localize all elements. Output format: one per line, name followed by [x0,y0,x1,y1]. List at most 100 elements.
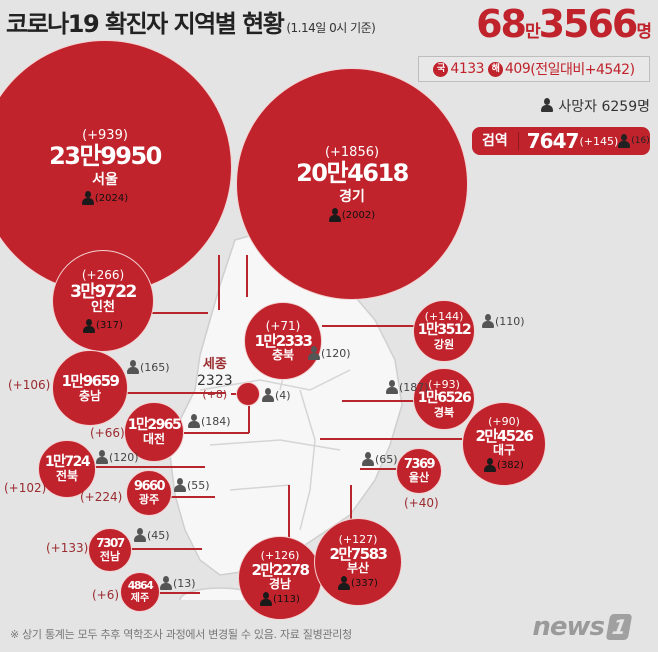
person-icon [541,98,555,114]
region-name: 강원 [433,337,455,351]
title-text: 코로나19 확진자 지역별 현황 [6,10,285,38]
region-increase: (+126) [260,548,300,562]
case-breakdown: 국 4133 해 409 (전일대비+4542) [418,56,650,82]
region-total: 7369 [403,456,436,472]
person-icon [83,318,96,333]
region-name: 부산 [346,561,370,576]
region-deaths-chungbuk: (120) [308,346,351,360]
overseas-badge-icon: 해 [488,61,504,77]
connector-line [150,312,208,314]
region-circle-gyeongnam: (+126) 2만2278 경남 (113) [238,536,322,620]
region-name: 경남 [268,577,292,592]
region-circle-jeonbuk: 1만724 전북 [38,440,96,498]
region-name: 전남 [99,549,121,563]
region-increase-jeonbuk: (+102) [4,481,47,495]
connector-line [95,466,205,468]
total-unit-myeong: 명 [636,22,652,42]
region-total: 1만2965 [127,416,182,433]
page-title: 코로나19 확진자 지역별 현황 (1.14일 0시 기준) [6,4,376,39]
person-icon [618,134,631,148]
connector-line [322,325,415,327]
person-icon [260,592,273,607]
region-total: 1만9659 [61,372,121,391]
region-total: 4864 [127,579,154,593]
region-total: 2만4526 [475,426,535,445]
quarantine-box: 검역 7647 (+145) (16) [472,127,650,155]
region-total: 7307 [96,536,125,551]
footnote: ※ 상기 통계는 모두 추후 역학조사 과정에서 변경될 수 있음. 자료 질병… [10,628,352,641]
news1-logo: news 1 [532,612,633,642]
connector-line [130,548,202,550]
region-deaths-gwangju: (55) [174,478,210,492]
connector-line [342,400,417,402]
connector-line [218,255,220,310]
person-icon [328,208,341,223]
connector-line [246,255,248,297]
logo-mark-icon: 1 [605,614,633,640]
total-big: 68 [476,2,527,46]
person-icon [482,314,494,328]
region-deaths-jeonnam: (45) [134,528,170,542]
region-name: 인천 [91,300,115,316]
region-increase: (+127) [338,532,378,546]
region-increase: (+93) [428,378,460,392]
region-increase: (+8) [202,388,228,402]
region-total: 9660 [133,478,166,494]
region-deaths-jeonbuk: (120) [96,450,139,464]
region-deaths-ulsan: (65) [362,452,398,466]
connector-line [125,392,225,394]
daily-change: (전일대비+4542) [530,62,635,78]
total-big2: 3566 [538,2,639,46]
person-icon [160,576,172,590]
region-deaths-gyeongbuk: (187) [386,380,429,394]
region-increase: (+71) [265,318,301,333]
region-increase: (+939) [82,127,128,143]
region-deaths-gangwon: (110) [482,314,525,328]
region-circle-gangwon: (+144) 1만3512 강원 [413,300,475,362]
person-icon [81,191,94,206]
domestic-badge-icon: 국 [433,61,449,77]
region-circle-jeonnam: 7307 전남 [88,528,132,572]
region-name: 충북 [271,348,295,363]
region-total: 20만4618 [296,159,409,188]
region-name: 광주 [138,493,160,507]
region-circle-gwangju: 9660 광주 [126,470,172,516]
deaths-label: 사망자 6259명 [558,99,650,115]
quarantine-deaths: (16) [631,136,650,146]
region-increase-jeju: (+6) [92,588,120,602]
region-increase-gwangju: (+224) [80,490,123,504]
region-total: 1만2333 [254,331,314,350]
connector-line [170,496,215,498]
person-icon [174,478,186,492]
overseas-count: 409 [505,61,531,77]
region-deaths-jeju: (13) [160,576,196,590]
region-name: 경북 [433,405,455,419]
region-increase: (+90) [488,414,520,428]
person-icon [262,388,274,402]
region-increase-ulsan: (+40) [404,496,439,510]
region-circle-chungbuk: (+71) 1만2333 충북 [244,302,322,380]
region-name: 전북 [55,469,79,484]
region-total: 1만724 [44,453,91,470]
region-increase: (+266) [81,268,125,283]
region-increase-chungnam: (+106) [8,378,51,392]
person-icon [127,360,139,374]
region-deaths: (317) [83,318,123,333]
connector-line [360,468,415,470]
region-circle-daejeon: 1만2965 대전 [124,402,184,462]
total-cases: 68만3566명 [476,2,652,46]
connector-line [182,432,249,434]
region-name: 세종 [202,357,227,372]
region-circle-chungnam: 1만9659 충남 [52,350,128,426]
person-icon [188,414,200,428]
region-circle-daegu: (+90) 2만4526 대구 (382) [462,402,546,486]
region-increase: (+144) [424,310,464,324]
region-deaths: (337) [338,576,378,591]
connector-line [320,438,462,440]
region-increase: (+1856) [324,144,380,160]
region-total: 2만7583 [329,544,389,563]
region-total: 23만9950 [49,142,162,171]
region-name: 경기 [339,188,365,205]
region-circle-sejong [236,382,260,406]
region-total: 3만9722 [70,281,137,302]
